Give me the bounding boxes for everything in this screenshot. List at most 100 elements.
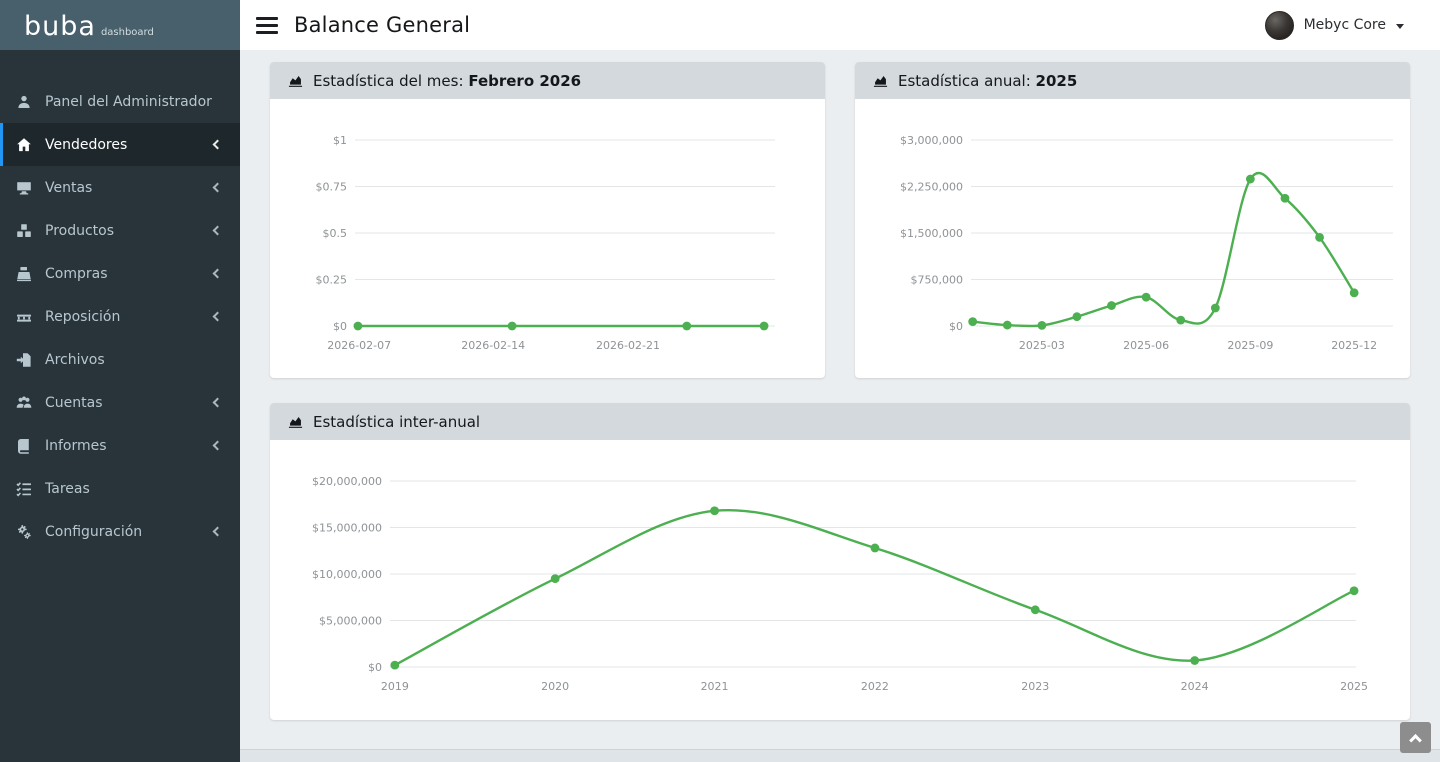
card-title: Estadística anual: 2025	[898, 71, 1078, 90]
sidebar-item-tareas[interactable]: Tareas	[0, 467, 240, 510]
sidebar-item-label: Configuración	[45, 523, 143, 540]
data-point	[1190, 656, 1200, 665]
chevron-down-icon	[1396, 23, 1404, 29]
cubes-icon	[15, 222, 32, 239]
y-tick-label: $0.5	[323, 227, 348, 240]
sidebar-item-panel-del-administrador[interactable]: Panel del Administrador	[0, 80, 240, 123]
chevron-left-icon	[212, 440, 223, 451]
data-point	[1002, 320, 1012, 330]
x-tick-label: 2022	[861, 680, 889, 693]
data-point	[682, 321, 692, 331]
y-tick-label: $15,000,000	[312, 522, 382, 535]
sidebar-item-configuracion[interactable]: Configuración	[0, 510, 240, 553]
x-tick-label: 2025-12	[1331, 339, 1377, 352]
x-tick-label: 2026-02-14	[461, 339, 525, 352]
data-point	[507, 321, 517, 331]
data-point	[1030, 605, 1040, 615]
data-point	[870, 543, 880, 553]
gears-icon	[15, 523, 32, 540]
brand-name: buba	[24, 11, 96, 42]
sidebar-item-label: Cuentas	[45, 394, 103, 411]
chevron-left-icon	[212, 182, 223, 193]
sidebar-item-vendedores[interactable]: Vendedores	[0, 123, 240, 166]
main-content: Estadística del mes: Febrero 2026 $1 $0.7…	[240, 50, 1440, 720]
data-point	[1176, 315, 1186, 325]
data-point	[1210, 303, 1220, 313]
data-point	[1141, 292, 1151, 302]
brand-logo[interactable]: buba dashboard	[0, 0, 240, 50]
interannual-stats-card: Estadística inter-anual $20,000,000 $15,0…	[270, 403, 1410, 720]
brand-suffix: dashboard	[100, 27, 154, 38]
chart-area-icon	[288, 76, 303, 87]
sidebar-item-archivos[interactable]: Archivos	[0, 338, 240, 381]
data-point	[353, 321, 363, 331]
avatar	[1264, 10, 1294, 40]
y-tick-label: $1,500,000	[900, 227, 963, 240]
sidebar-item-label: Ventas	[45, 179, 93, 196]
sidebar-item-label: Informes	[45, 437, 107, 454]
user-name: Mebyc Core	[1303, 17, 1386, 33]
interannual-line-chart: $20,000,000 $15,000,000 $10,000,000 $5,000,…	[312, 475, 1368, 693]
chevron-left-icon	[212, 397, 223, 408]
y-tick-label: $0	[333, 320, 347, 333]
x-tick-label: 2021	[701, 680, 729, 693]
card-title: Estadística del mes: Febrero 2026	[313, 71, 582, 90]
book-icon	[15, 437, 32, 454]
sidebar-item-label: Archivos	[45, 351, 105, 368]
x-tick-label: 2020	[541, 680, 569, 693]
chevron-left-icon	[212, 311, 223, 322]
data-point	[1245, 174, 1255, 184]
chevron-left-icon	[212, 139, 223, 150]
y-tick-label: $0	[368, 661, 382, 674]
y-tick-label: $0.25	[316, 274, 348, 287]
sidebar-item-cuentas[interactable]: Cuentas	[0, 381, 240, 424]
monthly-line-chart: $1 $0.75 $0.5 $0.25 $0 2026-02-07 2026-02-14 20…	[316, 134, 775, 352]
y-tick-label: $0.75	[316, 181, 348, 194]
sidebar-item-productos[interactable]: Productos	[0, 209, 240, 252]
data-point	[759, 321, 769, 331]
desktop-icon	[15, 179, 32, 196]
pallet-icon	[15, 308, 32, 325]
sidebar-item-compras[interactable]: Compras	[0, 252, 240, 295]
sidebar-item-label: Vendedores	[45, 136, 128, 153]
data-point	[1349, 586, 1359, 596]
data-point	[1072, 312, 1082, 322]
sidebar-item-label: Compras	[45, 265, 108, 282]
user-icon	[15, 93, 32, 110]
file-export-icon	[15, 351, 32, 368]
sidebar: buba dashboard Panel del Administrador Ve…	[0, 0, 240, 762]
user-menu[interactable]: Mebyc Core	[1264, 10, 1404, 40]
x-tick-label: 2025-09	[1227, 339, 1273, 352]
annual-stats-card: Estadística anual: 2025 $3,000,000 $2,250…	[855, 62, 1410, 378]
y-tick-label: $2,250,000	[900, 181, 963, 194]
x-tick-label: 2023	[1021, 680, 1049, 693]
x-tick-label: 2026-02-21	[596, 339, 660, 352]
sidebar-item-ventas[interactable]: Ventas	[0, 166, 240, 209]
monthly-stats-card: Estadística del mes: Febrero 2026 $1 $0.7…	[270, 62, 825, 378]
hamburger-menu-icon[interactable]	[256, 13, 278, 38]
footer-strip	[240, 749, 1440, 762]
chevron-left-icon	[212, 225, 223, 236]
chevron-left-icon	[212, 268, 223, 279]
data-point	[390, 660, 400, 670]
sidebar-item-reposicion[interactable]: Reposición	[0, 295, 240, 338]
y-tick-label: $10,000,000	[312, 568, 382, 581]
scroll-to-top-button[interactable]	[1400, 722, 1431, 753]
sidebar-item-informes[interactable]: Informes	[0, 424, 240, 467]
sidebar-menu: Panel del Administrador Vendedores Ventas P…	[0, 50, 240, 553]
annual-line-chart: $3,000,000 $2,250,000 $1,500,000 $750,000 $0…	[900, 134, 1393, 352]
sidebar-item-label: Productos	[45, 222, 115, 239]
sidebar-item-label: Reposición	[45, 308, 121, 325]
data-point	[710, 506, 719, 516]
x-tick-label: 2026-02-07	[327, 339, 391, 352]
card-title: Estadística inter-anual	[313, 412, 481, 431]
chevron-up-icon	[1409, 733, 1422, 747]
data-point	[1037, 320, 1047, 330]
line-series	[972, 171, 1356, 328]
y-tick-label: $20,000,000	[312, 475, 382, 488]
data-point	[1315, 232, 1324, 242]
x-tick-label: 2019	[381, 680, 409, 693]
cash-register-icon	[15, 265, 32, 282]
tasks-icon	[15, 480, 32, 497]
sidebar-item-label: Tareas	[45, 480, 90, 497]
